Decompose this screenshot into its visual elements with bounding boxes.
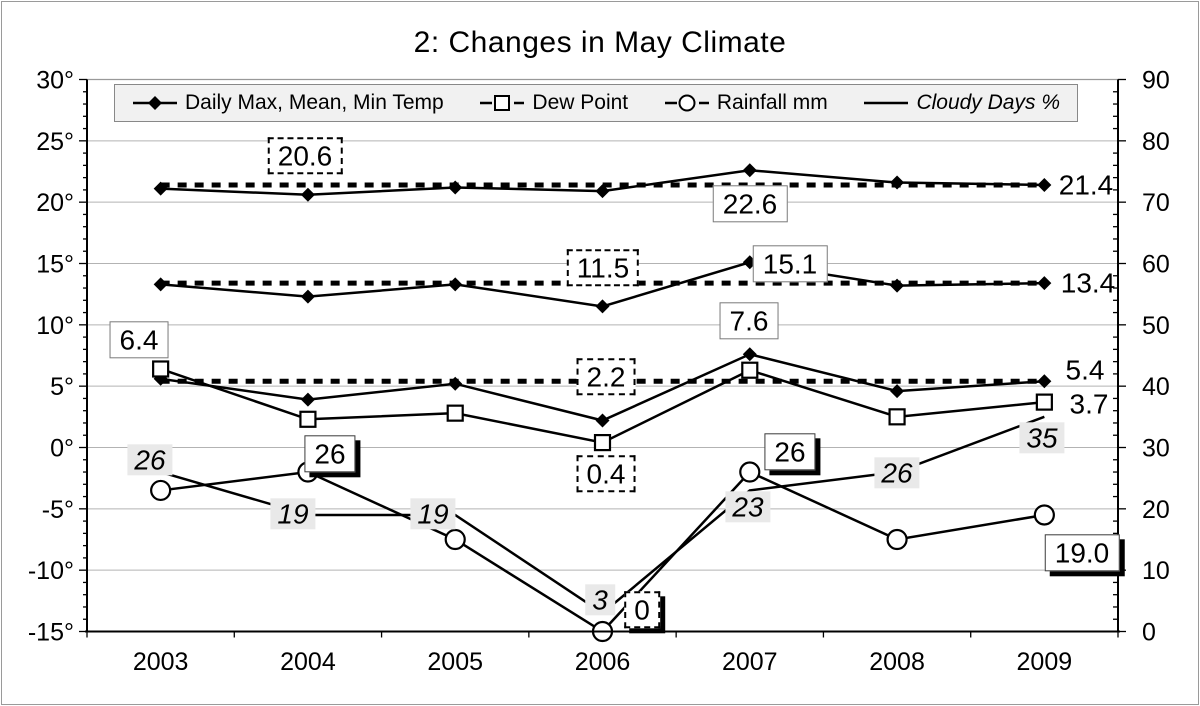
legend-item-rainfall-mm: Rainfall mm (664, 91, 828, 115)
marker-diamond (153, 277, 168, 292)
marker-square (888, 408, 906, 426)
left-axis-tick-label: -5° (42, 496, 74, 524)
marker-diamond (742, 347, 757, 362)
diamond-legend-marker-icon (133, 96, 177, 110)
marker-square (446, 404, 464, 422)
right-axis-tick-label: 10 (1142, 557, 1170, 585)
marker-circle (444, 528, 466, 551)
marker-diamond (300, 392, 315, 407)
right-axis-tick-label: 40 (1142, 373, 1170, 401)
marker-diamond (1037, 276, 1052, 291)
series-line-min-temp (160, 352, 1045, 422)
marker-square (593, 433, 612, 452)
marker-diamond (890, 175, 905, 190)
marker-diamond (595, 299, 610, 314)
x-axis-tick-label: 2006 (575, 648, 631, 676)
marker-diamond (595, 184, 610, 199)
x-axis-tick-label: 2003 (133, 648, 189, 676)
marker-diamond (1037, 374, 1052, 389)
left-axis-tick-label: 15° (36, 251, 74, 279)
legend-item-label: Rainfall mm (716, 91, 828, 114)
square-legend-marker-icon (480, 95, 525, 111)
marker-square (741, 361, 759, 379)
right-axis-tick-label: 60 (1142, 251, 1170, 279)
circle-legend-marker-icon (664, 94, 709, 112)
right-axis-tick-label: 20 (1142, 496, 1170, 524)
marker-diamond (890, 278, 905, 293)
left-axis-tick-label: 0° (50, 435, 74, 463)
marker-circle (150, 479, 172, 502)
left-axis-tick-label: -15° (28, 619, 74, 647)
legend-item-daily-max-mean-min-temp: Daily Max, Mean, Min Temp (132, 91, 444, 115)
marker-circle (739, 461, 761, 483)
marker-circle (886, 528, 908, 551)
right-axis-tick-label: 0 (1142, 619, 1156, 647)
marker-diamond (448, 376, 463, 391)
legend-item-label: Cloudy Days % (916, 91, 1060, 114)
legend-item-label: Dew Point (532, 91, 629, 114)
left-axis-tick-label: 5° (50, 373, 74, 401)
left-axis-tick-label: 10° (36, 312, 74, 340)
chart-title: 2: Changes in May Climate (413, 26, 787, 59)
right-axis-tick-label: 70 (1142, 189, 1170, 217)
line-legend-marker-icon (864, 101, 909, 105)
right-axis-tick-label: 80 (1142, 128, 1170, 156)
legend-item-cloudy-days-: Cloudy Days % (863, 91, 1060, 115)
legend-item-label: Daily Max, Mean, Min Temp (185, 91, 444, 114)
legend-item-dew-point: Dew Point (479, 91, 628, 115)
marker-square (152, 360, 170, 378)
marker-diamond (300, 289, 315, 304)
marker-diamond (890, 384, 905, 399)
marker-diamond (153, 181, 168, 196)
marker-diamond (300, 187, 315, 202)
left-axis-tick-label: 20° (36, 189, 74, 217)
marker-diamond (595, 413, 610, 428)
x-axis-tick-label: 2004 (280, 648, 336, 676)
left-axis-tick-label: 30° (36, 67, 74, 95)
right-axis-tick-label: 30 (1142, 435, 1170, 463)
series-line-rainfall-mm (160, 470, 1045, 634)
marker-diamond (742, 255, 757, 270)
chart-legend: Daily Max, Mean, Min Temp Dew Point Rainfa… (114, 84, 1078, 122)
marker-diamond (742, 163, 757, 178)
right-axis-tick-label: 50 (1142, 312, 1170, 340)
marker-circle (297, 461, 319, 483)
right-axis-tick-label: 90 (1142, 67, 1170, 95)
x-axis-tick-label: 2005 (427, 648, 483, 676)
x-axis-tick-label: 2008 (869, 648, 925, 676)
x-axis-tick-label: 2009 (1017, 648, 1073, 676)
marker-diamond (448, 180, 463, 195)
marker-square (299, 410, 317, 428)
marker-diamond (1037, 177, 1052, 192)
marker-square (1035, 393, 1053, 411)
left-axis-tick-label: -10° (28, 557, 74, 585)
left-axis-tick-label: 25° (36, 128, 74, 156)
marker-circle (1033, 504, 1055, 526)
x-axis-tick-label: 2007 (722, 648, 778, 676)
marker-diamond (448, 277, 463, 292)
